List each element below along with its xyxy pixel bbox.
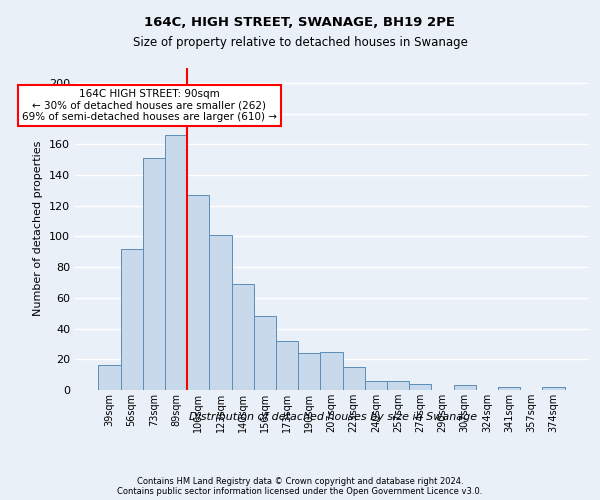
Bar: [276, 341, 298, 390]
Bar: [542, 387, 565, 390]
Bar: [232, 284, 254, 390]
Bar: [298, 353, 320, 390]
Bar: [498, 387, 520, 390]
Bar: [320, 352, 343, 390]
Text: Distribution of detached houses by size in Swanage: Distribution of detached houses by size …: [189, 412, 477, 422]
Y-axis label: Number of detached properties: Number of detached properties: [34, 141, 43, 316]
Bar: [209, 235, 232, 390]
Bar: [98, 366, 121, 390]
Bar: [454, 386, 476, 390]
Bar: [387, 381, 409, 390]
Text: Size of property relative to detached houses in Swanage: Size of property relative to detached ho…: [133, 36, 467, 49]
Bar: [254, 316, 276, 390]
Bar: [165, 135, 187, 390]
Text: 164C, HIGH STREET, SWANAGE, BH19 2PE: 164C, HIGH STREET, SWANAGE, BH19 2PE: [145, 16, 455, 29]
Bar: [365, 381, 387, 390]
Text: 164C HIGH STREET: 90sqm
← 30% of detached houses are smaller (262)
69% of semi-d: 164C HIGH STREET: 90sqm ← 30% of detache…: [22, 89, 277, 122]
Bar: [187, 195, 209, 390]
Bar: [343, 367, 365, 390]
Text: Contains HM Land Registry data © Crown copyright and database right 2024.: Contains HM Land Registry data © Crown c…: [137, 477, 463, 486]
Text: Contains public sector information licensed under the Open Government Licence v3: Contains public sector information licen…: [118, 487, 482, 496]
Bar: [121, 248, 143, 390]
Bar: [143, 158, 165, 390]
Bar: [409, 384, 431, 390]
